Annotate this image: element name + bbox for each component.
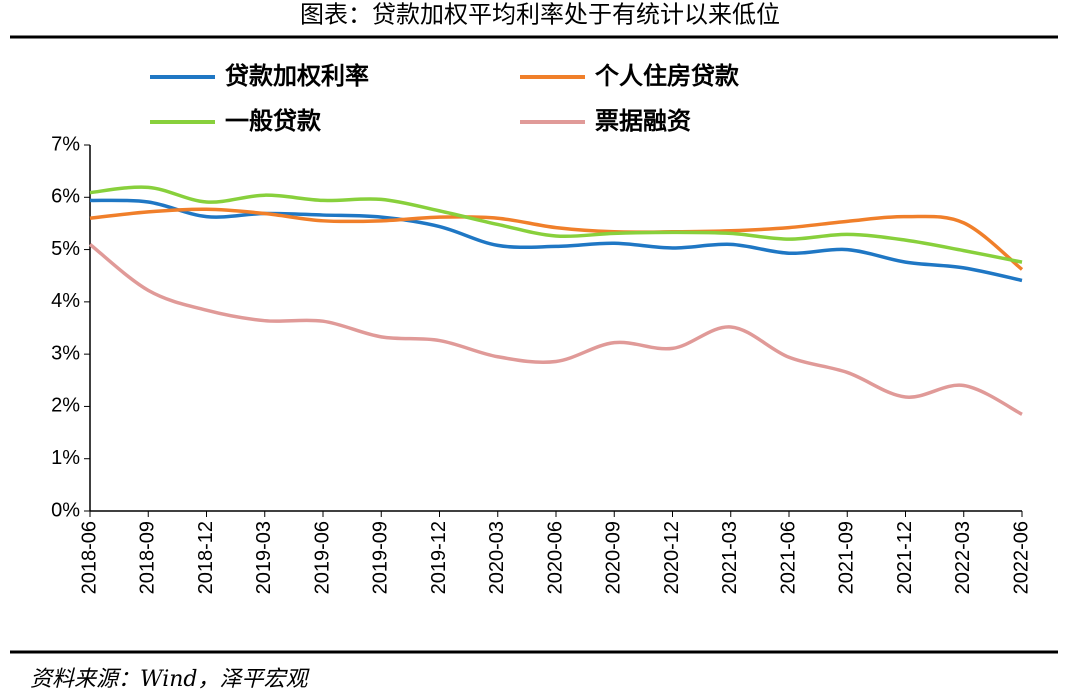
x-tick-label: 2019-12	[428, 521, 450, 594]
legend-label: 票据融资	[595, 107, 691, 135]
series-line	[89, 207, 1024, 271]
x-tick-label: 2020-03	[486, 521, 508, 594]
y-tick-label: 7%	[51, 133, 80, 155]
series-line	[89, 185, 1023, 264]
legend-label: 个人住房贷款	[595, 62, 740, 90]
series-line	[89, 198, 1023, 283]
legend-label: 一般贷款	[225, 107, 322, 135]
y-tick-label: 3%	[51, 342, 80, 364]
x-tick-label: 2018-06	[78, 521, 100, 594]
x-tick-label: 2021-09	[836, 521, 858, 594]
chart-title: 图表：贷款加权平均利率处于有统计以来低位	[300, 1, 780, 29]
y-tick-label: 0%	[51, 499, 80, 521]
y-tick-label: 4%	[51, 290, 80, 312]
y-tick-label: 5%	[51, 238, 80, 260]
x-tick-label: 2019-06	[311, 521, 333, 594]
x-tick-label: 2021-03	[719, 521, 741, 594]
x-tick-label: 2021-06	[777, 521, 799, 594]
x-tick-label: 2022-03	[952, 521, 974, 594]
source: 资料来源：Wind，泽平宏观	[30, 667, 311, 692]
x-tick-label: 2019-09	[370, 521, 392, 594]
x-tick-label: 2019-03	[253, 521, 275, 594]
x-tick-label: 2020-12	[661, 521, 683, 594]
y-tick-label: 2%	[51, 395, 80, 417]
legend-label: 贷款加权利率	[225, 62, 369, 90]
y-tick-label: 1%	[51, 447, 80, 469]
x-tick-label: 2018-12	[195, 521, 217, 594]
x-tick-label: 2020-06	[544, 521, 566, 594]
x-tick-label: 2020-09	[603, 521, 625, 594]
x-tick-label: 2018-09	[137, 521, 159, 594]
series-line	[88, 242, 1023, 416]
x-tick-label: 2021-12	[894, 521, 916, 594]
y-tick-label: 6%	[51, 186, 80, 208]
x-tick-label: 2022-06	[1010, 521, 1032, 594]
